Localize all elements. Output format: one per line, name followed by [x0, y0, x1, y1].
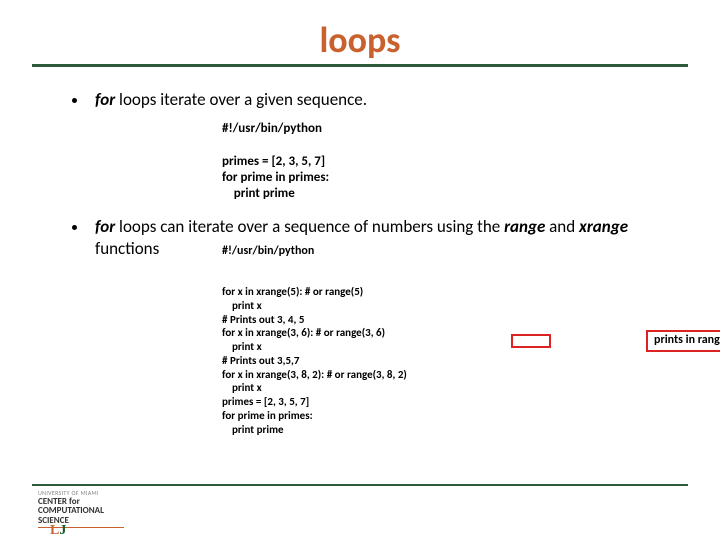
footer-rule	[32, 484, 688, 486]
bullet-dot-icon	[72, 98, 77, 103]
bullet-2-kw1: for	[95, 216, 115, 237]
bullet-2-kw3: xrange	[579, 216, 628, 237]
title-rule	[32, 64, 688, 67]
bullet-2-mid: loops can iterate over a sequence of num…	[115, 216, 504, 237]
bullet-2: for loops can iterate over a sequence of…	[32, 216, 688, 260]
code-2-body: for x in xrange(5): # or range(5) print …	[222, 285, 407, 436]
slide: loops for loops iterate over a given seq…	[0, 0, 720, 540]
bullet-2-mid2: and	[545, 216, 579, 237]
bullet-2-rest: functions	[95, 238, 159, 259]
bullet-1-keyword: for	[95, 89, 115, 110]
annotation-box: prints in range 3-8 in steps of 2	[646, 330, 720, 352]
bullet-1-text: for loops iterate over a given sequence.	[95, 89, 367, 111]
slide-title: loops	[32, 18, 688, 62]
code-block-2: for x in xrange(5): # or range(5) print …	[222, 258, 688, 478]
bullet-1: for loops iterate over a given sequence.	[32, 89, 688, 111]
bullet-2-text: for loops can iterate over a sequence of…	[95, 216, 688, 260]
bullet-dot-icon	[72, 225, 77, 230]
code-block-1: #!/usr/bin/python primes = [2, 3, 5, 7] …	[222, 121, 688, 202]
highlight-box	[511, 334, 551, 348]
bullet-2-kw2: range	[504, 216, 545, 237]
u-right: J	[59, 523, 66, 538]
footer-u-icon: LJ	[50, 523, 66, 539]
u-left: L	[50, 523, 59, 538]
bullet-1-rest: loops iterate over a given sequence.	[115, 89, 367, 110]
